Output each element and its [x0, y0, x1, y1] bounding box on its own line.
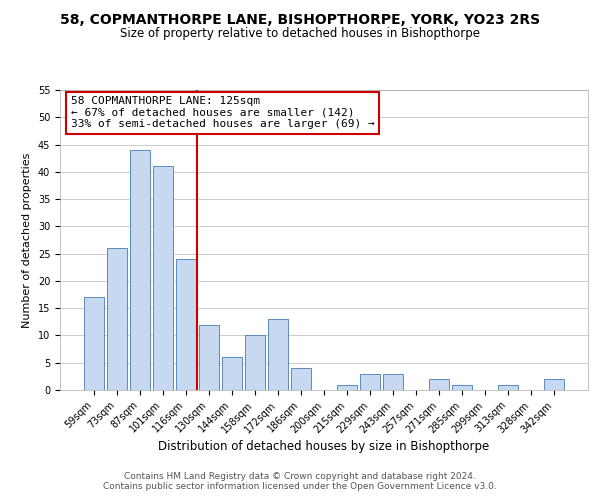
Text: Size of property relative to detached houses in Bishopthorpe: Size of property relative to detached ho…	[120, 28, 480, 40]
Bar	[222, 358, 242, 390]
Text: Contains public sector information licensed under the Open Government Licence v3: Contains public sector information licen…	[103, 482, 497, 491]
X-axis label: Distribution of detached houses by size in Bishopthorpe: Distribution of detached houses by size …	[158, 440, 490, 454]
Bar	[383, 374, 403, 390]
Bar	[107, 248, 127, 390]
Bar	[84, 298, 104, 390]
Bar	[268, 319, 288, 390]
Bar	[544, 379, 564, 390]
Bar	[199, 324, 218, 390]
Bar	[499, 384, 518, 390]
Bar	[153, 166, 173, 390]
Text: Contains HM Land Registry data © Crown copyright and database right 2024.: Contains HM Land Registry data © Crown c…	[124, 472, 476, 481]
Bar	[176, 259, 196, 390]
Bar	[130, 150, 149, 390]
Bar	[360, 374, 380, 390]
Bar	[337, 384, 357, 390]
Text: 58, COPMANTHORPE LANE, BISHOPTHORPE, YORK, YO23 2RS: 58, COPMANTHORPE LANE, BISHOPTHORPE, YOR…	[60, 12, 540, 26]
Bar	[291, 368, 311, 390]
Bar	[245, 336, 265, 390]
Bar	[430, 379, 449, 390]
Text: 58 COPMANTHORPE LANE: 125sqm
← 67% of detached houses are smaller (142)
33% of s: 58 COPMANTHORPE LANE: 125sqm ← 67% of de…	[71, 96, 374, 129]
Y-axis label: Number of detached properties: Number of detached properties	[22, 152, 32, 328]
Bar	[452, 384, 472, 390]
